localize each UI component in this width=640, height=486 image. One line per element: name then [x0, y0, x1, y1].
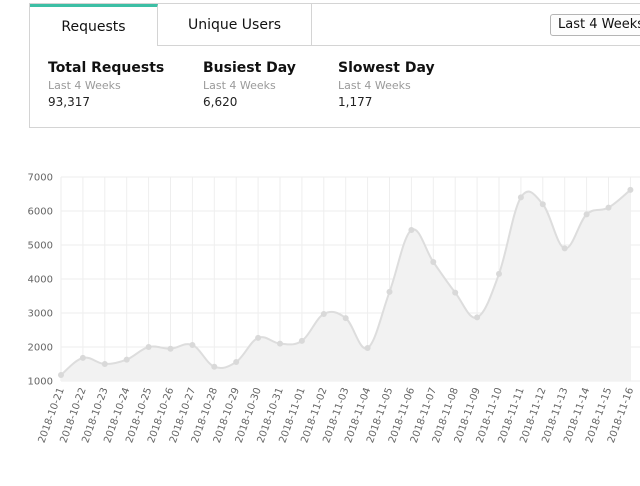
stat-title: Busiest Day	[203, 60, 296, 76]
data-point	[298, 337, 305, 344]
stat-period: Last 4 Weeks	[338, 79, 411, 92]
data-point	[408, 227, 415, 234]
y-tick-label: 5000	[28, 241, 53, 252]
stat-title: Slowest Day	[338, 60, 435, 76]
data-point	[430, 259, 437, 265]
data-point	[79, 354, 86, 361]
data-point	[320, 311, 327, 318]
y-tick-label: 6000	[28, 207, 53, 218]
x-axis-ticks: 2018-10-212018-10-222018-10-232018-10-24…	[37, 386, 637, 444]
y-tick-label: 1000	[28, 377, 53, 388]
y-axis-ticks: 1000 2000 3000 4000 5000 6000 7000	[28, 173, 53, 388]
range-select[interactable]: Last 4 Weeks	[550, 14, 640, 36]
data-point	[496, 270, 502, 277]
stat-value: 93,317	[48, 95, 90, 109]
data-point	[233, 358, 240, 365]
data-point	[58, 371, 64, 378]
stat-period: Last 4 Weeks	[203, 79, 276, 92]
series-area-fill	[61, 189, 631, 381]
data-point	[583, 211, 590, 218]
data-point	[145, 344, 152, 350]
tab-bar: Requests Unique Users Last 4 Weeks	[30, 4, 640, 46]
y-tick-label: 2000	[28, 343, 53, 354]
requests-area-chart: 1000 2000 3000 4000 5000 6000 7000 2018-10-212…	[28, 173, 640, 445]
data-point	[277, 340, 283, 347]
chart-points	[58, 186, 634, 378]
tab-unique-users-label: Unique Users	[187, 16, 282, 33]
stat-value: 6,620	[203, 95, 238, 109]
data-point	[517, 194, 524, 201]
data-point	[627, 186, 634, 193]
stat-period: Last 4 Weeks	[48, 79, 121, 92]
data-point	[561, 245, 568, 252]
data-point	[474, 314, 481, 321]
data-point	[539, 201, 546, 208]
data-point	[364, 345, 371, 352]
y-tick-label: 4000	[28, 275, 53, 286]
data-point	[452, 289, 459, 296]
stat-value: 1,177	[338, 95, 373, 109]
data-point	[101, 361, 108, 367]
data-point	[255, 334, 262, 341]
data-point	[386, 288, 393, 295]
y-tick-label: 3000	[28, 309, 53, 320]
stat-title: Total Requests	[48, 60, 165, 76]
tab-requests-label: Requests	[61, 19, 126, 35]
tab-requests[interactable]: Requests	[30, 4, 158, 46]
stat-slowest-day: Slowest Day Last 4 Weeks 1,177	[338, 60, 435, 109]
stat-busiest-day: Busiest Day Last 4 Weeks 6,620	[203, 60, 296, 109]
data-point	[189, 341, 196, 348]
tab-unique-users[interactable]: Unique Users	[158, 4, 312, 45]
data-point	[123, 356, 130, 363]
data-point	[605, 204, 612, 211]
y-tick-label: 7000	[28, 173, 53, 184]
stats-panel: Requests Unique Users Last 4 Weeks Total…	[29, 3, 640, 128]
data-point	[167, 345, 174, 352]
data-point	[211, 363, 218, 370]
stat-total-requests: Total Requests Last 4 Weeks 93,317	[48, 60, 164, 109]
range-select-value: Last 4 Weeks	[558, 17, 640, 32]
data-point	[342, 315, 349, 322]
